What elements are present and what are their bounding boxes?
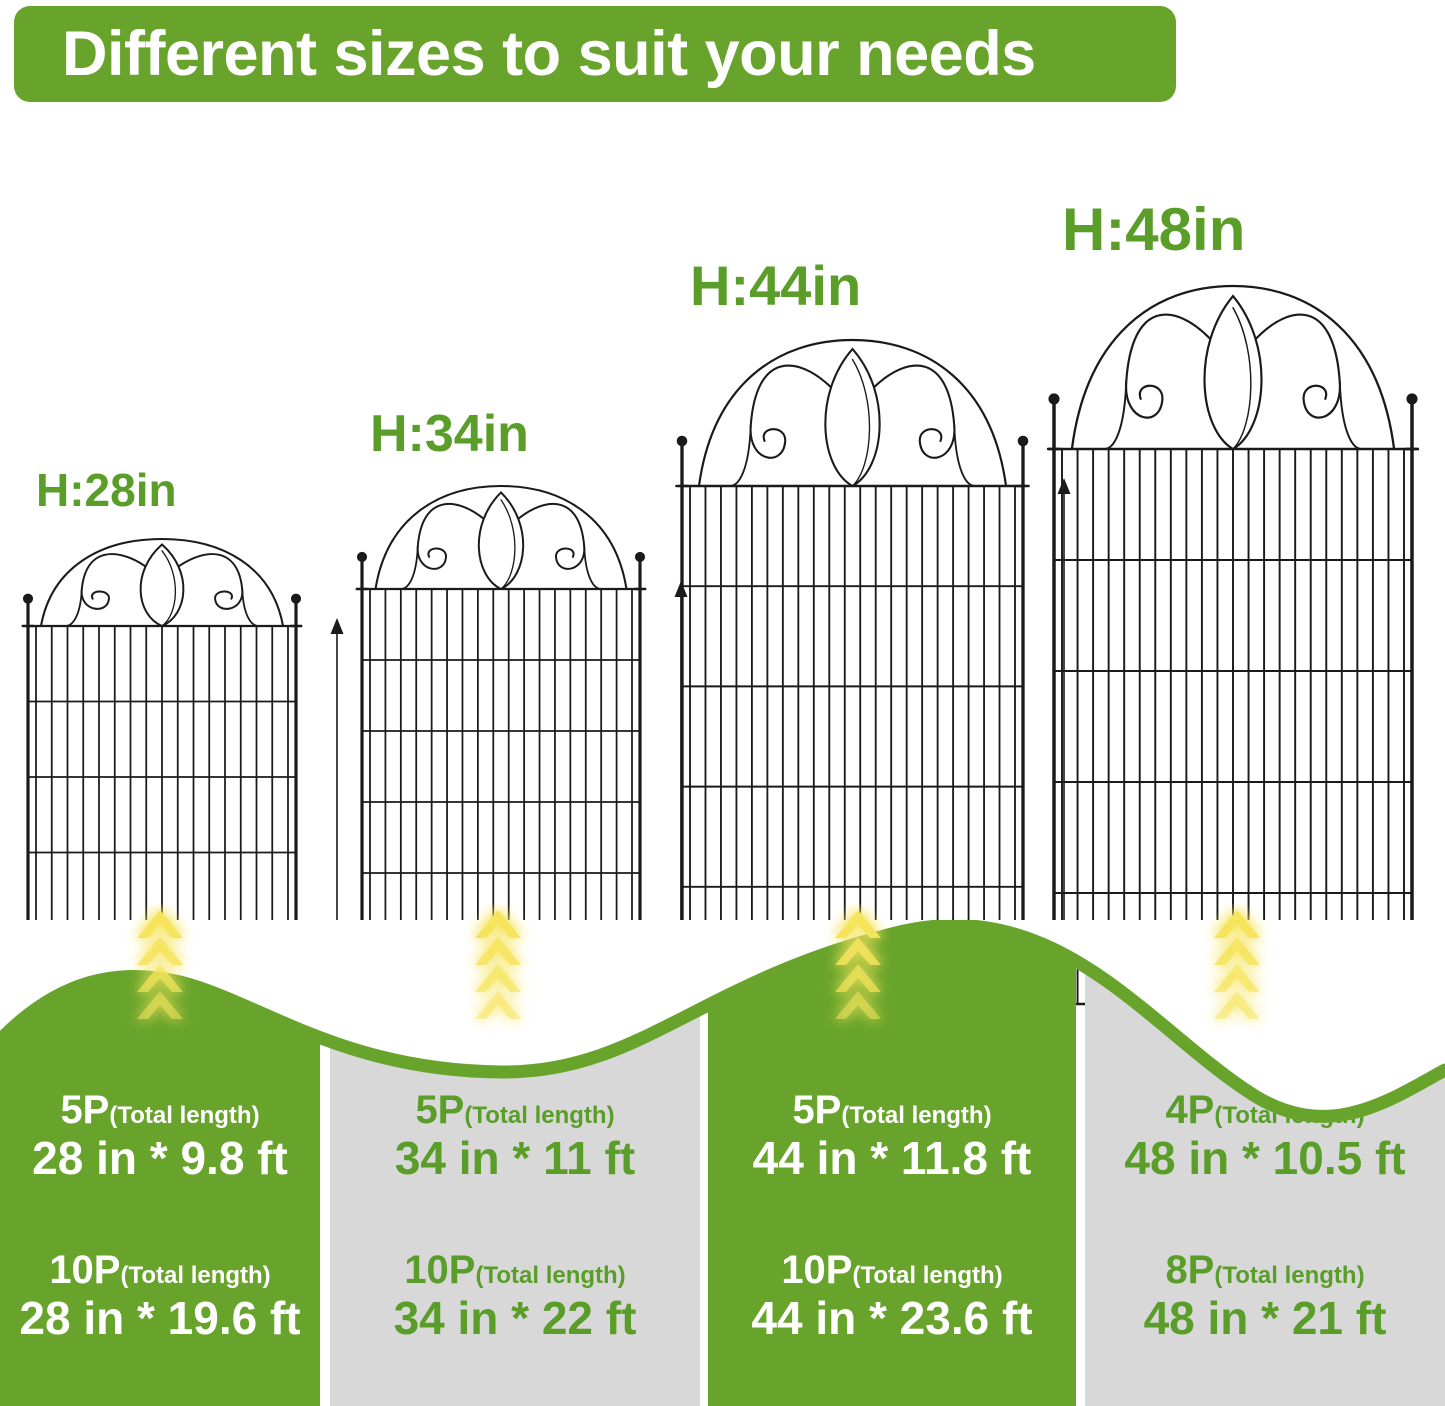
spec-block: 5P(Total length) 28 in * 9.8 ft xyxy=(0,1090,320,1188)
spec-quantity: 4P xyxy=(1165,1088,1215,1132)
spec-dimension: 28 in * 9.8 ft xyxy=(32,1132,288,1184)
spec-column-col-44: 5P(Total length) 44 in * 11.8 ft 10P(Total… xyxy=(708,920,1076,1406)
spec-quantity-line: 5P(Total length) xyxy=(708,1090,1076,1130)
spec-dimension: 44 in * 11.8 ft xyxy=(752,1132,1032,1184)
spec-quantity-line: 10P(Total length) xyxy=(330,1250,700,1290)
garden-fence-panel-icon xyxy=(675,338,1030,1032)
page-title: Different sizes to suit your needs xyxy=(62,18,1036,89)
garden-fence-panel-icon xyxy=(1046,284,1420,1053)
up-chevron-arrow-icon xyxy=(1214,910,1260,1019)
decorative-wave-divider xyxy=(0,920,1445,1123)
spec-quantity: 5P xyxy=(60,1088,110,1132)
spec-quantity: 10P xyxy=(49,1248,121,1292)
panel-height-label: H:34in xyxy=(370,405,529,463)
spec-dimension: 48 in * 21 ft xyxy=(1143,1292,1387,1344)
spec-dimension: 34 in * 11 ft xyxy=(394,1132,636,1184)
spec-quantity-line: 5P(Total length) xyxy=(0,1090,320,1130)
spec-total-length-note: (Total length) xyxy=(120,1262,271,1289)
spec-block: 5P(Total length) 34 in * 11 ft xyxy=(330,1090,700,1188)
panel-height-label: H:44in xyxy=(690,254,862,317)
spec-quantity: 5P xyxy=(415,1088,465,1132)
spec-total-length-note: (Total length) xyxy=(852,1262,1003,1289)
spec-quantity-line: 8P(Total length) xyxy=(1085,1250,1445,1290)
vertical-dimension-arrow-icon xyxy=(330,618,344,954)
spec-quantity: 10P xyxy=(781,1248,853,1292)
spec-dimension: 48 in * 10.5 ft xyxy=(1124,1132,1406,1184)
spec-total-length-note: (Total length) xyxy=(475,1262,626,1289)
spec-quantity-line: 10P(Total length) xyxy=(0,1250,320,1290)
spec-dimension: 28 in * 19.6 ft xyxy=(19,1292,301,1344)
spec-block: 10P(Total length) 44 in * 23.6 ft xyxy=(708,1250,1076,1348)
spec-dimension: 44 in * 23.6 ft xyxy=(751,1292,1033,1344)
spec-total-length-note: (Total length) xyxy=(841,1102,992,1129)
spec-total-length-note: (Total length) xyxy=(1214,1262,1365,1289)
spec-quantity: 10P xyxy=(404,1248,476,1292)
spec-dimension: 34 in * 22 ft xyxy=(393,1292,637,1344)
panel-height-label: H:48in xyxy=(1062,196,1246,263)
spec-quantity: 8P xyxy=(1165,1248,1215,1292)
specs-wave-section: 5P(Total length) 28 in * 9.8 ft 10P(Total … xyxy=(0,910,1445,1406)
spec-quantity: 5P xyxy=(792,1088,842,1132)
fence-panels-area: H:28in H:34in H:44in H:48in xyxy=(0,105,1445,1053)
spec-total-length-note: (Total length) xyxy=(109,1102,260,1129)
header-banner: Different sizes to suit your needs xyxy=(14,6,1176,102)
panel-height-label: H:28in xyxy=(36,464,177,516)
spec-block: 10P(Total length) 34 in * 22 ft xyxy=(330,1250,700,1348)
spec-block: 10P(Total length) 28 in * 19.6 ft xyxy=(0,1250,320,1348)
spec-quantity-line: 5P(Total length) xyxy=(330,1090,700,1130)
spec-block: 5P(Total length) 44 in * 11.8 ft xyxy=(708,1090,1076,1188)
spec-quantity-line: 10P(Total length) xyxy=(708,1250,1076,1290)
up-chevron-arrow-icon xyxy=(137,910,183,1019)
garden-fence-panel-icon xyxy=(21,537,303,956)
spec-block: 8P(Total length) 48 in * 21 ft xyxy=(1085,1250,1445,1348)
up-chevron-arrow-icon xyxy=(835,910,881,1019)
up-chevron-arrow-icon xyxy=(475,910,521,1019)
spec-total-length-note: (Total length) xyxy=(464,1102,615,1129)
